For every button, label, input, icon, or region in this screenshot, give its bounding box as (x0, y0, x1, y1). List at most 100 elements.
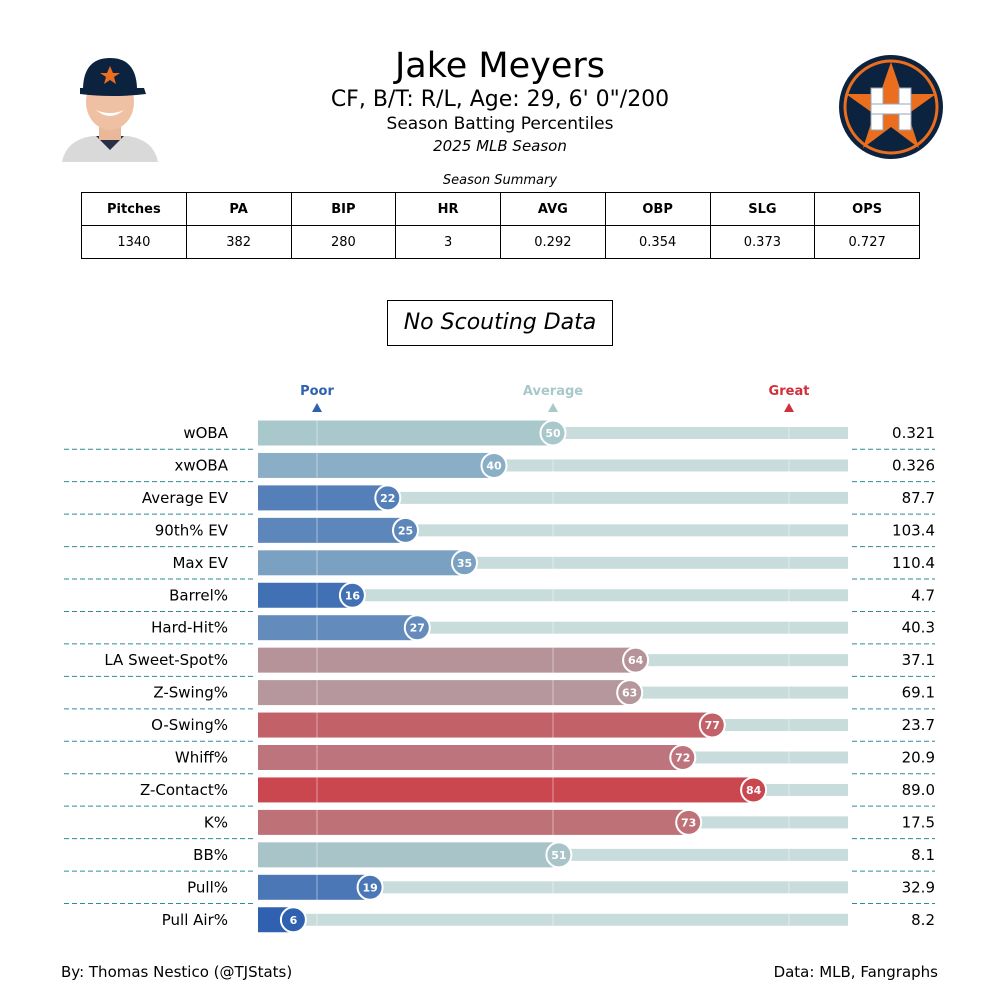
stat-value: 4.7 (911, 586, 935, 604)
summary-caption: Season Summary (442, 173, 558, 188)
summary-header-cell: OBP (604, 192, 711, 226)
percentile-marker (374, 484, 402, 512)
percentile-marker (480, 451, 508, 479)
stat-value: 8.2 (911, 911, 935, 929)
percentile-marker (698, 711, 726, 739)
summary-value-cell: 0.354 (604, 225, 711, 259)
scale-label-great: Great (769, 384, 810, 399)
player-bio: CF, B/T: R/L, Age: 29, 6' 0"/200 (330, 87, 670, 112)
stat-value: 17.5 (902, 813, 935, 831)
stat-value: 23.7 (902, 716, 935, 734)
percentile-marker (740, 776, 768, 804)
summary-value-cell: 3 (395, 225, 501, 259)
summary-value-cell: 0.292 (500, 225, 606, 259)
percentile-bar (258, 452, 494, 478)
percentile-marker (622, 646, 650, 674)
percentile-marker (675, 808, 703, 836)
player-headshot (52, 52, 168, 162)
stat-label: K% (204, 813, 228, 831)
stat-value: 37.1 (902, 651, 935, 669)
summary-value-cell: 0.373 (709, 225, 816, 259)
percentile-bar (258, 809, 689, 835)
percentile-marker (279, 906, 307, 934)
summary-value-cell: 382 (185, 225, 292, 259)
stat-value: 8.1 (911, 846, 935, 864)
houston-astros-logo (839, 55, 943, 159)
percentile-marker (338, 581, 366, 609)
percentile-label: 40 (486, 459, 502, 472)
percentile-label: 22 (380, 492, 395, 505)
stat-value: 69.1 (902, 684, 935, 702)
summary-value-cell: 0.727 (814, 225, 920, 259)
percentile-marker (356, 873, 384, 901)
stat-value: 32.9 (902, 878, 935, 896)
stat-value: 110.4 (892, 554, 935, 572)
stat-value: 103.4 (892, 521, 935, 539)
stat-label: wOBA (183, 424, 228, 442)
scouting-notice: No Scouting Data (387, 300, 613, 346)
percentile-bar-chart: Poor Average Great wOBA 0.321 xwOBA 0.326 Avera… (64, 384, 935, 934)
percentile-label: 63 (622, 687, 637, 700)
percentile-label: 35 (457, 557, 472, 570)
stat-label: Max EV (172, 554, 228, 572)
summary-header-cell: HR (395, 192, 501, 226)
percentile-marker (545, 841, 573, 869)
stat-label: LA Sweet-Spot% (104, 651, 228, 669)
summary-header-cell: OPS (814, 192, 920, 226)
percentile-label: 73 (681, 816, 696, 829)
percentile-marker (392, 516, 419, 544)
percentile-label: 16 (345, 589, 361, 602)
page-subtitle: Season Batting Percentiles (386, 114, 614, 134)
scale-marker-poor-icon (312, 403, 322, 412)
summary-header-row: Pitches PA BIP HR AVG OBP SLG OPS (81, 192, 920, 226)
percentile-marker (616, 679, 644, 707)
percentile-bar (258, 517, 406, 543)
summary-value-row: 1340 382 280 3 0.292 0.354 0.373 0.727 (81, 225, 920, 259)
stat-label: Average EV (142, 489, 229, 507)
stat-label: 90th% EV (155, 521, 229, 539)
stat-label: Pull% (187, 878, 228, 896)
stat-value: 40.3 (902, 619, 935, 637)
percentile-marker (403, 614, 431, 642)
season-summary-table: Pitches PA BIP HR AVG OBP SLG OPS 1340 3… (81, 192, 920, 259)
percentile-bar (258, 874, 371, 900)
percentile-bar (258, 712, 713, 738)
percentile-label: 27 (410, 622, 425, 635)
summary-header-cell: PA (185, 192, 292, 226)
stat-label: Hard-Hit% (151, 619, 228, 637)
bar-track (258, 913, 848, 926)
percentile-label: 77 (705, 719, 720, 732)
author-credit: By: Thomas Nestico (@TJStats) (61, 963, 293, 981)
bar-track (258, 491, 848, 504)
percentile-label: 64 (628, 654, 644, 667)
percentile-bar (258, 582, 353, 608)
player-name: Jake Meyers (394, 46, 606, 86)
stat-value: 0.326 (892, 456, 935, 474)
summary-value-cell: 280 (290, 225, 397, 259)
season-label: 2025 MLB Season (433, 137, 567, 155)
percentile-bar (258, 485, 388, 511)
summary-header-cell: BIP (290, 192, 397, 226)
scale-marker-great-icon (784, 403, 794, 412)
percentile-label: 50 (545, 427, 561, 440)
stat-label: Z-Contact% (140, 781, 228, 799)
percentile-bar (258, 615, 418, 641)
scale-label-poor: Poor (300, 384, 334, 399)
stat-label: Z-Swing% (153, 684, 228, 702)
stat-label: Whiff% (175, 749, 228, 767)
percentile-bar (258, 550, 465, 576)
percentile-label: 25 (398, 524, 413, 537)
percentile-bar (258, 745, 683, 770)
percentile-label: 72 (675, 752, 690, 765)
stat-label: O-Swing% (151, 716, 228, 734)
stat-value: 89.0 (902, 781, 935, 799)
percentile-label: 6 (290, 914, 298, 927)
percentile-marker (539, 419, 567, 447)
percentile-bar (258, 420, 553, 446)
bar-track (258, 881, 848, 894)
percentile-bar (258, 777, 754, 803)
stat-label: xwOBA (174, 456, 228, 474)
scale-label-average: Average (523, 384, 583, 399)
stat-value: 0.321 (892, 424, 935, 442)
